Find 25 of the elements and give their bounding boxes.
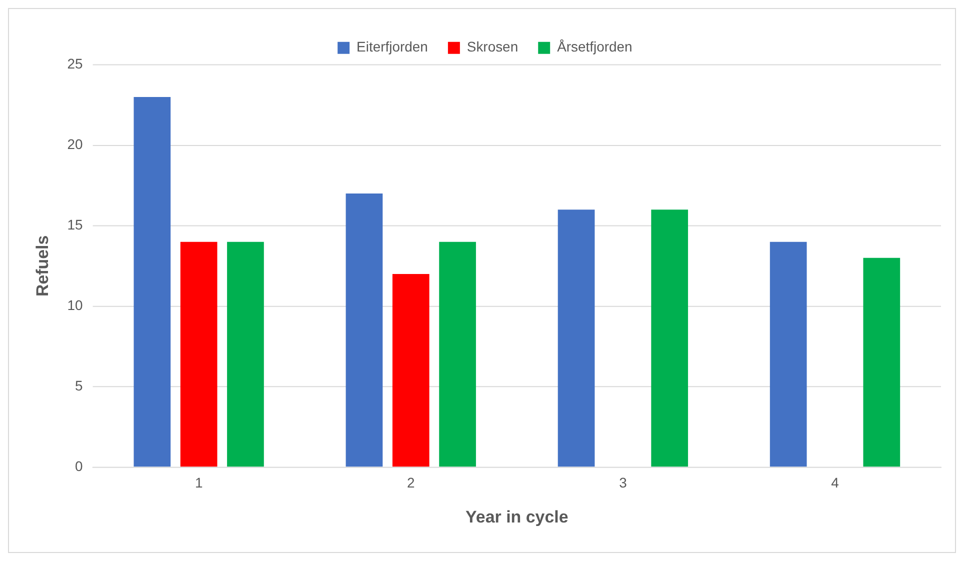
y-tick-label: 5 xyxy=(75,378,84,394)
y-tick-label: 20 xyxy=(67,136,84,152)
y-tick-label: 0 xyxy=(75,458,84,474)
bar xyxy=(134,96,171,467)
bar xyxy=(346,194,383,467)
bar xyxy=(651,210,688,467)
bar xyxy=(227,242,264,467)
x-tick-label: 3 xyxy=(619,474,628,490)
legend-label: Skrosen xyxy=(466,38,518,55)
bar xyxy=(558,210,595,467)
bar xyxy=(392,274,430,467)
y-tick-label: 10 xyxy=(67,297,84,314)
x-tick-label: 2 xyxy=(406,474,416,490)
bar xyxy=(439,242,476,467)
bar xyxy=(180,242,218,467)
x-axis-title: Year in cycle xyxy=(466,508,568,527)
y-axis-title: Refuels xyxy=(32,235,52,297)
legend-label: Årsetfjorden xyxy=(557,38,632,55)
x-tick-label: 1 xyxy=(194,474,203,490)
y-tick-label: 25 xyxy=(67,56,84,72)
y-tick-label: 15 xyxy=(67,216,84,233)
legend-label: Eiterfjorden xyxy=(356,38,428,55)
x-tick-label: 4 xyxy=(831,474,840,490)
bar xyxy=(770,242,807,467)
bar xyxy=(863,258,900,467)
